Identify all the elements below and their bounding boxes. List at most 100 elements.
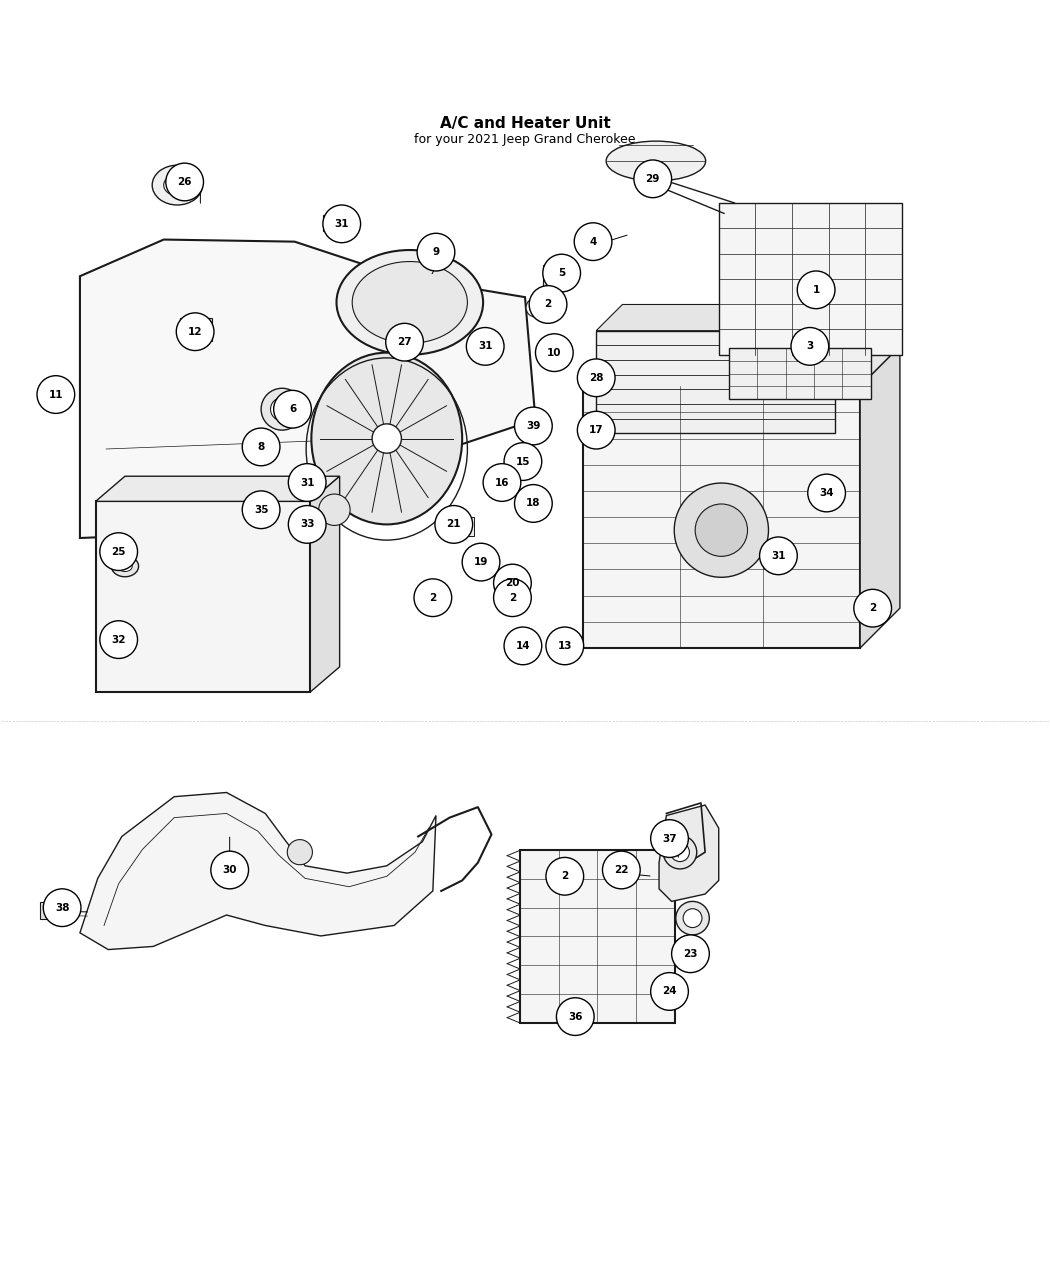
Text: 2: 2 (429, 593, 437, 603)
Circle shape (634, 159, 672, 198)
FancyBboxPatch shape (543, 265, 572, 288)
Circle shape (243, 428, 280, 465)
Circle shape (529, 286, 567, 324)
FancyBboxPatch shape (448, 518, 474, 536)
Circle shape (543, 254, 581, 292)
Circle shape (289, 506, 327, 543)
Polygon shape (596, 305, 861, 330)
Circle shape (556, 998, 594, 1035)
Text: 29: 29 (646, 173, 660, 184)
Polygon shape (80, 240, 536, 538)
FancyBboxPatch shape (522, 499, 543, 515)
Polygon shape (80, 793, 436, 950)
FancyBboxPatch shape (323, 215, 345, 231)
Text: 27: 27 (397, 337, 412, 347)
Circle shape (462, 543, 500, 581)
Circle shape (503, 588, 522, 607)
Text: 25: 25 (111, 547, 126, 557)
Circle shape (271, 398, 294, 421)
Text: 37: 37 (663, 834, 677, 844)
Text: 17: 17 (589, 425, 604, 435)
Text: 30: 30 (223, 864, 237, 875)
Circle shape (289, 464, 327, 501)
Text: 23: 23 (684, 949, 697, 959)
Text: 38: 38 (55, 903, 69, 913)
Circle shape (416, 588, 435, 607)
Text: 36: 36 (568, 1011, 583, 1021)
Circle shape (863, 599, 882, 617)
Circle shape (323, 205, 360, 242)
Text: 11: 11 (48, 390, 63, 399)
Text: 2: 2 (561, 871, 568, 881)
Polygon shape (860, 347, 900, 648)
Circle shape (578, 412, 615, 449)
Text: 1: 1 (813, 284, 820, 295)
FancyBboxPatch shape (96, 501, 311, 692)
Circle shape (603, 852, 640, 889)
Circle shape (466, 328, 504, 365)
Text: 22: 22 (614, 864, 629, 875)
Ellipse shape (352, 261, 467, 343)
Text: 14: 14 (516, 641, 530, 650)
Circle shape (759, 537, 797, 575)
Circle shape (417, 233, 455, 272)
Circle shape (43, 889, 81, 927)
Circle shape (695, 504, 748, 556)
Circle shape (664, 835, 697, 870)
Text: 16: 16 (495, 478, 509, 487)
Text: 5: 5 (558, 268, 565, 278)
Circle shape (651, 820, 689, 857)
Ellipse shape (606, 142, 706, 181)
Text: 2: 2 (869, 603, 877, 613)
Circle shape (672, 935, 710, 973)
Circle shape (504, 442, 542, 481)
Text: 10: 10 (547, 348, 562, 358)
Ellipse shape (164, 175, 191, 195)
Circle shape (574, 223, 612, 260)
Circle shape (807, 474, 845, 511)
Text: 2: 2 (544, 300, 551, 310)
Circle shape (100, 621, 138, 658)
Text: A/C and Heater Unit: A/C and Heater Unit (440, 116, 610, 131)
Text: 32: 32 (111, 635, 126, 645)
Text: 31: 31 (478, 342, 492, 352)
Text: 6: 6 (289, 404, 296, 414)
Circle shape (684, 909, 702, 928)
Circle shape (536, 334, 573, 371)
Text: 12: 12 (188, 326, 203, 337)
FancyBboxPatch shape (596, 330, 835, 434)
Circle shape (494, 565, 531, 602)
Circle shape (546, 627, 584, 664)
Polygon shape (583, 347, 900, 386)
Circle shape (414, 579, 452, 617)
FancyBboxPatch shape (181, 317, 212, 342)
Text: 31: 31 (300, 478, 314, 487)
Text: 31: 31 (771, 551, 785, 561)
Text: 8: 8 (257, 442, 265, 451)
Circle shape (546, 857, 584, 895)
Circle shape (514, 484, 552, 523)
Circle shape (494, 579, 531, 617)
Text: 24: 24 (663, 987, 677, 997)
Circle shape (552, 867, 571, 886)
Circle shape (514, 407, 552, 445)
Ellipse shape (336, 250, 483, 354)
Circle shape (319, 493, 350, 525)
Polygon shape (311, 477, 339, 692)
Text: 33: 33 (300, 519, 314, 529)
Circle shape (674, 483, 769, 578)
Circle shape (797, 272, 835, 309)
Circle shape (483, 464, 521, 501)
Text: 2: 2 (509, 593, 516, 603)
FancyBboxPatch shape (501, 576, 526, 594)
Polygon shape (96, 477, 339, 501)
Circle shape (243, 491, 280, 529)
Circle shape (435, 506, 472, 543)
Text: 3: 3 (806, 342, 814, 352)
Text: 35: 35 (254, 505, 269, 515)
Ellipse shape (118, 561, 132, 571)
Text: 19: 19 (474, 557, 488, 567)
Circle shape (854, 589, 891, 627)
Text: 18: 18 (526, 499, 541, 509)
Ellipse shape (152, 166, 203, 205)
